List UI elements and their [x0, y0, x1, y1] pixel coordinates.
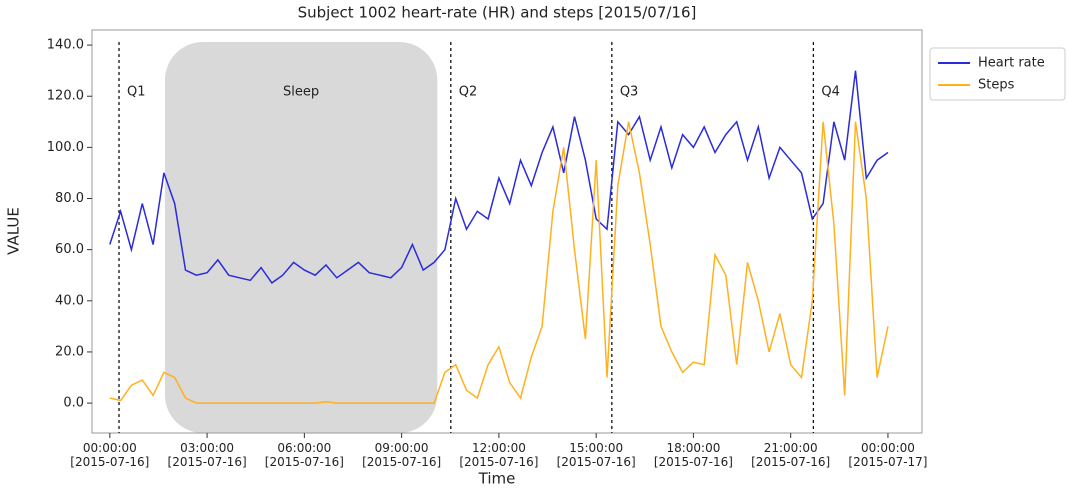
line-series — [109, 121, 889, 404]
x-tick-label: 00:00:00 [2015-07-16] — [70, 441, 150, 469]
y-axis-label: VALUE — [5, 207, 23, 255]
quarter-label: Q1 — [127, 85, 146, 100]
legend-label: Heart rate — [978, 56, 1045, 71]
y-tick-label: 20.0 — [55, 344, 84, 359]
x-tick-label: 15:00:00 [2015-07-16] — [556, 441, 636, 469]
chart-title: Subject 1002 heart-rate (HR) and steps [… — [298, 4, 697, 22]
quarter-label: Q2 — [459, 85, 478, 100]
x-tick-label: 03:00:00 [2015-07-16] — [167, 441, 247, 469]
y-tick-label: 120.0 — [47, 89, 84, 104]
plot-frame — [91, 29, 923, 434]
quarter-label: Q3 — [620, 85, 639, 100]
y-tick-label: 80.0 — [55, 191, 84, 206]
x-tick-label: 09:00:00 [2015-07-16] — [362, 441, 442, 469]
y-tick-label: 100.0 — [47, 140, 84, 155]
y-tick-label: 60.0 — [55, 242, 84, 257]
legend-box — [929, 47, 1066, 101]
legend-label: Steps — [978, 78, 1015, 93]
y-tick-label: 40.0 — [55, 293, 84, 308]
quarter-label: Q4 — [821, 85, 840, 100]
shaded-region — [164, 42, 438, 433]
shaded-region-label: Sleep — [283, 85, 319, 100]
line-series — [109, 70, 889, 284]
y-tick-label: 0.0 — [63, 396, 84, 411]
x-tick-label: 00:00:00 [2015-07-17] — [848, 441, 928, 469]
x-axis-label: Time — [478, 470, 516, 488]
x-tick-label: 06:00:00 [2015-07-16] — [264, 441, 344, 469]
x-tick-label: 21:00:00 [2015-07-16] — [751, 441, 831, 469]
y-tick-label: 140.0 — [47, 38, 84, 53]
x-tick-label: 18:00:00 [2015-07-16] — [653, 441, 733, 469]
x-tick-label: 12:00:00 [2015-07-16] — [459, 441, 539, 469]
